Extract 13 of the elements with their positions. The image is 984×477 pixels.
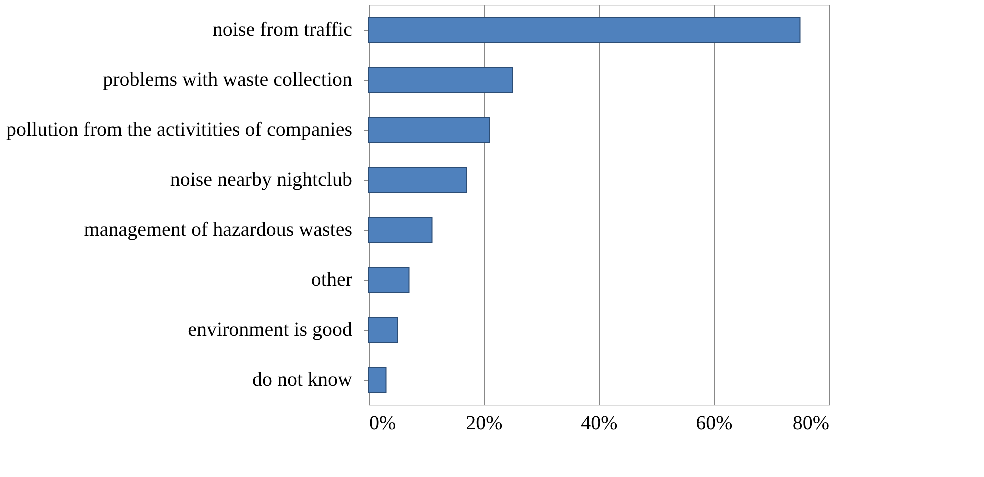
y-tick-label: management of hazardous wastes: [84, 219, 353, 241]
x-tick-label: 80%: [792, 412, 830, 434]
y-tick-label: environment is good: [188, 319, 352, 341]
y-tick-label: other: [311, 269, 353, 291]
x-tick-label: 40%: [581, 412, 618, 434]
x-tick-label: 0%: [370, 412, 396, 434]
y-tick-label: noise nearby nightclub: [170, 169, 352, 191]
y-tick-label: do not know: [252, 369, 354, 391]
y-tick-label: problems with waste collection: [103, 69, 352, 91]
x-tick-label: 60%: [696, 412, 733, 434]
y-tick-label: noise from traffic: [212, 19, 353, 41]
x-tick-label: 20%: [466, 412, 503, 434]
y-tick-label: pollution from the activitities of companies: [6, 119, 353, 141]
